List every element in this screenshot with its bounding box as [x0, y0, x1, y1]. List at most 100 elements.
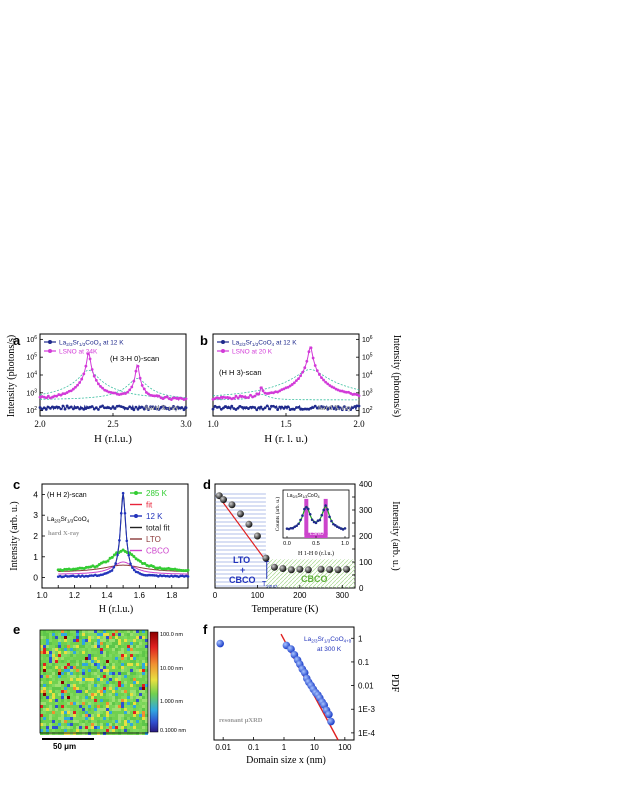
heatmap-cell [145, 651, 148, 654]
heatmap-cell [106, 660, 109, 663]
heatmap-cell [115, 720, 118, 723]
heatmap-cell [49, 654, 52, 657]
heatmap-cell [142, 642, 145, 645]
panel-f-ylabel: PDF [389, 674, 400, 693]
data-point [106, 559, 110, 563]
heatmap-cell [121, 675, 124, 678]
heatmap-cell [118, 672, 121, 675]
data-point [232, 407, 236, 410]
heatmap-cell [118, 681, 121, 684]
heatmap-cell [94, 663, 97, 666]
heatmap-cell [130, 702, 133, 705]
heatmap-cell [49, 729, 52, 732]
heatmap-cell [82, 663, 85, 666]
heatmap-cell [100, 723, 103, 726]
heatmap-cell [112, 726, 115, 729]
data-point [136, 364, 140, 368]
heatmap-cell [133, 705, 136, 708]
heatmap-cell [91, 717, 94, 720]
heatmap-cell [130, 645, 133, 648]
heatmap-cell [94, 723, 97, 726]
data-point [101, 404, 104, 408]
heatmap-cell [79, 636, 82, 639]
data-point [80, 406, 84, 410]
panel-d-ylabel: Intensity (arb. u.) [390, 501, 401, 570]
data-point [153, 574, 156, 577]
heatmap-cell [112, 675, 115, 678]
heatmap-cell [136, 720, 139, 723]
heatmap-cell [124, 648, 127, 651]
data-point [136, 407, 140, 411]
heatmap-cell [43, 693, 46, 696]
data-point [40, 407, 44, 411]
heatmap-cell [136, 687, 139, 690]
heatmap-cell [52, 669, 55, 672]
heatmap-cell [109, 633, 112, 636]
data-point [114, 562, 117, 565]
heatmap-cell [106, 642, 109, 645]
data-point [174, 396, 177, 400]
heatmap-cell [109, 678, 112, 681]
data-point [128, 388, 132, 392]
heatmap-cell [85, 732, 88, 735]
heatmap-cell [88, 729, 91, 732]
heatmap-cell [127, 642, 130, 645]
heatmap-cell [97, 678, 100, 681]
inset-data-point [303, 507, 306, 511]
heatmap-cell [115, 711, 118, 714]
heatmap-cell [70, 636, 73, 639]
heatmap-cell [121, 648, 124, 651]
inset-x-tick-label: 0.5 [312, 541, 320, 547]
y-tick-label: 103 [362, 388, 373, 397]
heatmap-cell [91, 690, 94, 693]
heatmap-cell [109, 666, 112, 669]
heatmap-cell [73, 675, 76, 678]
y-tick-label: 0 [359, 584, 364, 593]
panel-b-scan-label: (H H 3)-scan [219, 368, 262, 377]
heatmap-cell [55, 651, 58, 654]
heatmap-cell [103, 666, 106, 669]
heatmap-cell [133, 645, 136, 648]
data-point [267, 407, 271, 411]
heatmap-cell [94, 678, 97, 681]
heatmap-cell [91, 729, 94, 732]
heatmap-cell [145, 666, 148, 669]
heatmap-cell [106, 708, 109, 711]
heatmap-cell [52, 684, 55, 687]
heatmap-cell [88, 726, 91, 729]
heatmap-cell [139, 684, 142, 687]
heatmap-cell [100, 645, 103, 648]
heatmap-cell [142, 648, 145, 651]
heatmap-cell [130, 657, 133, 660]
heatmap-cell [46, 657, 49, 660]
heatmap-cell [55, 672, 58, 675]
heatmap-cell [52, 726, 55, 729]
data-point [113, 407, 117, 410]
heatmap-cell [52, 723, 55, 726]
heatmap-cell [82, 699, 85, 702]
heatmap-cell [49, 657, 52, 660]
data-point [57, 405, 61, 409]
heatmap-cell [103, 705, 106, 708]
heatmap-cell [91, 687, 94, 690]
heatmap-frame [39, 629, 149, 734]
heatmap-cell [43, 726, 46, 729]
heatmap-cell [88, 699, 91, 702]
heatmap-cell [67, 669, 70, 672]
data-point [97, 408, 100, 411]
data-point [67, 406, 71, 410]
heatmap-cell [55, 714, 58, 717]
data-point [330, 385, 334, 389]
data-point [90, 368, 94, 371]
heatmap-cell [58, 696, 61, 699]
colorbar-label-3: 1.000 nm [160, 699, 183, 705]
heatmap-cell [52, 732, 55, 735]
heatmap-cell [49, 696, 52, 699]
heatmap-cell [94, 699, 97, 702]
heatmap-cell [142, 630, 145, 633]
heatmap-cell [88, 687, 91, 690]
heatmap-cell [70, 690, 73, 693]
heatmap-cell [46, 720, 49, 723]
heatmap-cell [97, 699, 100, 702]
data-point [303, 407, 307, 411]
